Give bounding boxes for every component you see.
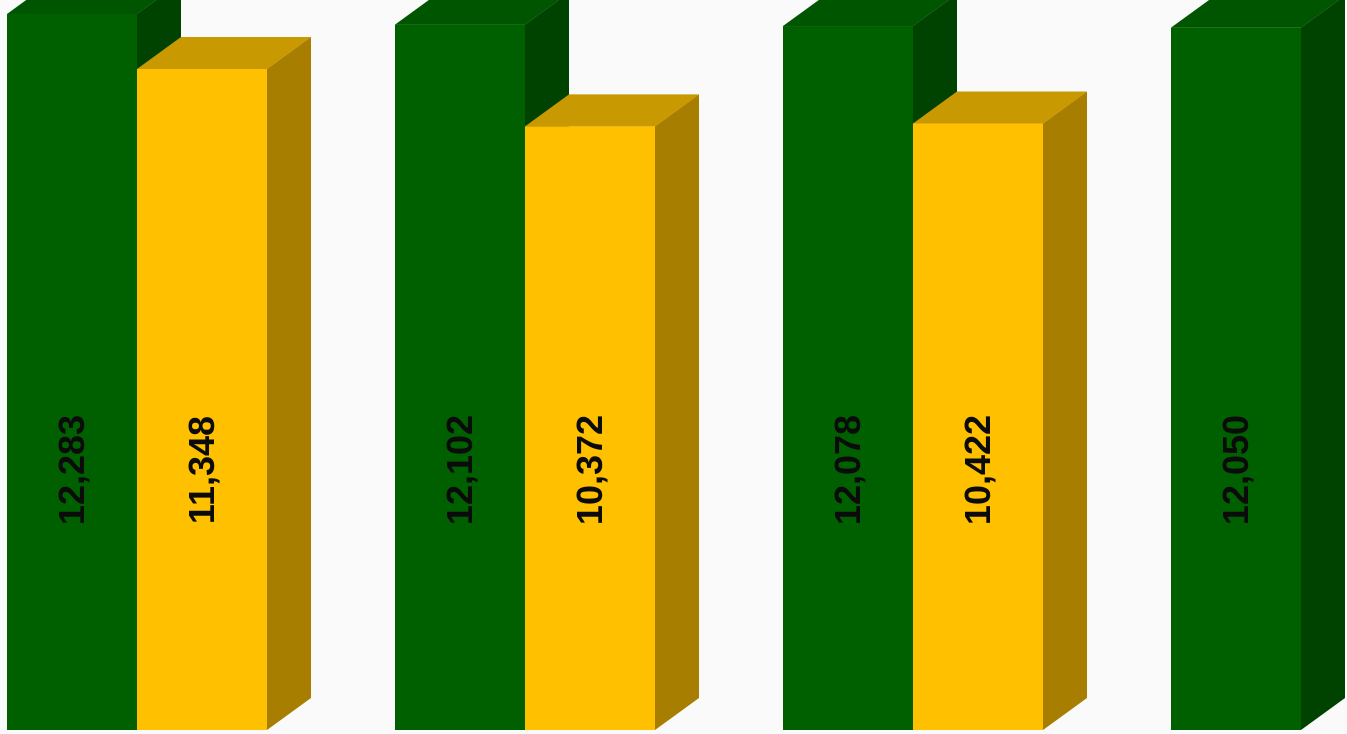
bar-series-2	[525, 126, 655, 731]
bar-side-series-2	[267, 36, 311, 730]
data-label-series-2: 10,422	[957, 415, 998, 525]
bar-series-1	[395, 24, 525, 730]
data-label-series-1: 12,050	[1215, 415, 1256, 525]
bar-series-2	[913, 123, 1043, 730]
bar-side-series-2	[1043, 91, 1087, 730]
bar-group: 12,283 11,348	[7, 0, 311, 731]
bar-series-2	[137, 68, 267, 730]
bar-top-series-1	[395, 0, 559, 25]
bar-top-series-1	[1171, 0, 1340, 28]
bar-top-series-2	[525, 94, 699, 127]
bar-group: 12,078 10,422	[783, 0, 1087, 731]
bar-top-series-1	[7, 0, 157, 14]
bar-top-series-1	[783, 0, 949, 27]
bar-group: 12,050	[1171, 0, 1345, 731]
bar-side-series-1	[1301, 0, 1345, 730]
data-label-series-2: 10,372	[569, 415, 610, 525]
data-label-series-1: 12,283	[51, 415, 92, 525]
data-label-series-1: 12,102	[439, 415, 480, 525]
bar-series-1	[783, 26, 913, 731]
bar-group: 12,102 10,372	[395, 0, 699, 731]
bar-series-1	[1171, 27, 1301, 731]
data-label-series-2: 11,348	[181, 416, 222, 524]
bar-top-series-2	[137, 36, 311, 69]
bar-side-series-2	[655, 94, 699, 731]
bar-series-1	[7, 13, 137, 731]
bar-top-series-2	[913, 91, 1087, 124]
data-label-series-1: 12,078	[827, 415, 868, 525]
